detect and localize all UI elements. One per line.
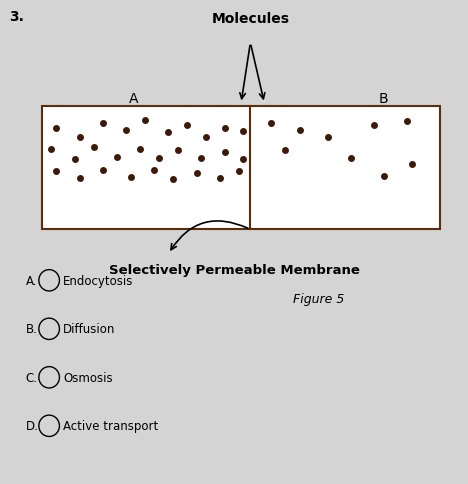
Text: B.: B. — [26, 323, 37, 335]
Text: Diffusion: Diffusion — [63, 323, 116, 335]
Text: A.: A. — [26, 274, 37, 287]
Text: C.: C. — [26, 371, 38, 384]
Text: A: A — [129, 92, 138, 106]
Text: 3.: 3. — [9, 10, 24, 24]
Text: D.: D. — [26, 420, 39, 432]
Bar — [42, 106, 440, 230]
Text: Endocytosis: Endocytosis — [63, 274, 133, 287]
Text: Molecules: Molecules — [212, 12, 289, 26]
Text: Selectively Permeable Membrane: Selectively Permeable Membrane — [109, 264, 359, 277]
Text: Figure 5: Figure 5 — [292, 293, 344, 306]
Text: Active transport: Active transport — [63, 420, 159, 432]
Text: Osmosis: Osmosis — [63, 371, 113, 384]
Text: B: B — [379, 92, 388, 106]
